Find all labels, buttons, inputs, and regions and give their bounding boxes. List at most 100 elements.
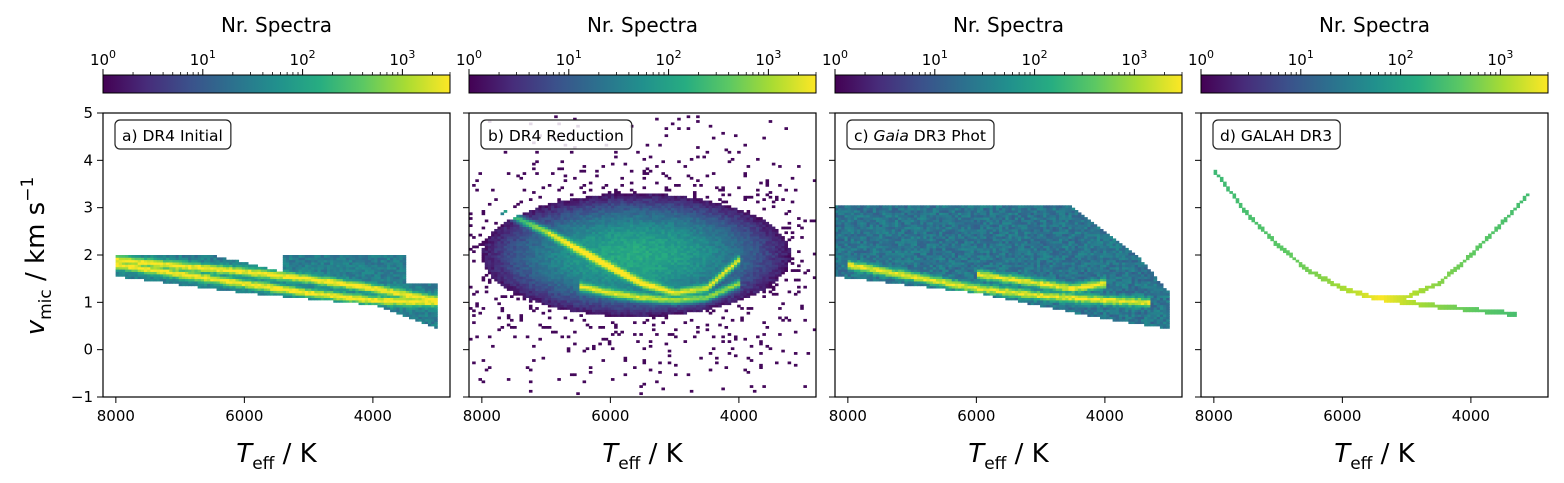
heatmap-cell: [677, 271, 681, 275]
heatmap-cell: [232, 259, 236, 263]
heatmap-cell: [595, 174, 599, 178]
heatmap-cell: [689, 217, 694, 220]
colorbar-label: Nr. Spectra: [221, 13, 332, 37]
heatmap-cell: [683, 226, 688, 230]
heatmap-cell: [358, 288, 363, 291]
heatmap-cell: [626, 297, 631, 301]
heatmap-cell: [326, 266, 331, 270]
heatmap-cell: [484, 266, 489, 270]
heatmap-cell: [598, 297, 602, 301]
heatmap-cell: [626, 290, 631, 294]
heatmap-cell: [648, 214, 653, 218]
heatmap-cell: [308, 295, 312, 298]
heatmap-cell: [320, 295, 325, 298]
heatmap-cell: [314, 259, 318, 263]
heatmap-cell: [554, 302, 558, 306]
heatmap-cell: [383, 297, 388, 301]
heatmap-cell: [494, 252, 498, 256]
heatmap-cell: [424, 314, 429, 317]
heatmap-cell: [664, 281, 669, 284]
heatmap-cell: [522, 243, 527, 246]
heatmap-cell: [664, 262, 669, 265]
heatmap-cell: [576, 283, 580, 287]
heatmap-cell: [121, 264, 126, 268]
heatmap-cell: [544, 243, 549, 246]
heatmap-cell: [623, 240, 628, 244]
heatmap-cell: [181, 278, 186, 282]
heatmap-cell: [651, 210, 656, 213]
heatmap-cell: [655, 165, 659, 168]
heatmap-cell: [557, 207, 561, 211]
heatmap-cell: [301, 290, 306, 294]
heatmap-cell: [588, 262, 593, 265]
heatmap-cell: [222, 269, 227, 272]
heatmap-cell: [349, 255, 353, 258]
heatmap-cell: [342, 259, 347, 263]
heatmap-cell: [191, 283, 195, 287]
heatmap-cell: [557, 278, 561, 282]
heatmap-cell: [326, 257, 331, 261]
heatmap-cell: [513, 283, 517, 287]
heatmap-cell: [610, 214, 615, 218]
heatmap-cell: [339, 257, 344, 261]
heatmap-cell: [582, 281, 587, 284]
heatmap-cell: [541, 236, 546, 239]
heatmap-cell: [519, 228, 524, 232]
heatmap-cell: [229, 259, 233, 263]
heatmap-cell: [677, 231, 681, 235]
heatmap-cell: [648, 155, 653, 159]
heatmap-cell: [610, 238, 615, 242]
heatmap-cell: [314, 269, 318, 272]
heatmap-cell: [617, 309, 621, 313]
heatmap-cell: [121, 259, 126, 263]
heatmap-cell: [667, 309, 672, 313]
heatmap-cell: [620, 195, 624, 199]
heatmap-cell: [244, 285, 249, 289]
heatmap-cell: [658, 243, 662, 246]
heatmap-cell: [566, 228, 571, 232]
heatmap-cell: [364, 257, 369, 261]
heatmap-cell: [692, 228, 697, 232]
heatmap-cell: [427, 297, 432, 301]
heatmap-cell: [598, 202, 602, 206]
heatmap-cell: [216, 281, 221, 284]
heatmap-cell: [639, 247, 643, 251]
heatmap-cell: [547, 231, 552, 235]
heatmap-cell: [592, 231, 596, 235]
heatmap-cell: [667, 259, 672, 263]
heatmap-cell: [203, 276, 208, 280]
heatmap-cell: [648, 257, 653, 261]
heatmap-cell: [692, 288, 697, 291]
heatmap-cell: [506, 271, 511, 275]
heatmap-cell: [582, 295, 587, 298]
heatmap-cell: [219, 257, 224, 261]
heatmap-cell: [427, 323, 432, 327]
heatmap-cell: [667, 269, 672, 272]
heatmap-cell: [610, 243, 615, 246]
heatmap-cell: [642, 262, 647, 265]
heatmap-cell: [513, 245, 517, 249]
heatmap-cell: [595, 214, 599, 218]
heatmap-cell: [610, 285, 615, 289]
heatmap-cell: [538, 224, 542, 227]
heatmap-cell: [677, 299, 681, 303]
heatmap-cell: [595, 307, 599, 310]
heatmap-cell: [500, 236, 505, 239]
heatmap-cell: [308, 269, 312, 272]
heatmap-cell: [674, 285, 678, 289]
heatmap-cell: [585, 264, 590, 268]
heatmap-cell: [582, 269, 587, 272]
heatmap-cell: [355, 269, 359, 272]
heatmap-cell: [197, 276, 202, 280]
heatmap-cell: [670, 200, 675, 204]
heatmap-cell: [620, 269, 624, 272]
heatmap-cell: [592, 278, 596, 282]
heatmap-cell: [557, 167, 561, 171]
heatmap-cell: [513, 252, 517, 256]
heatmap-cell: [588, 219, 593, 223]
heatmap-cell: [383, 278, 388, 282]
heatmap-cell: [295, 269, 299, 272]
heatmap-cell: [289, 276, 293, 280]
heatmap-cell: [172, 264, 176, 268]
heatmap-cell: [689, 304, 694, 308]
